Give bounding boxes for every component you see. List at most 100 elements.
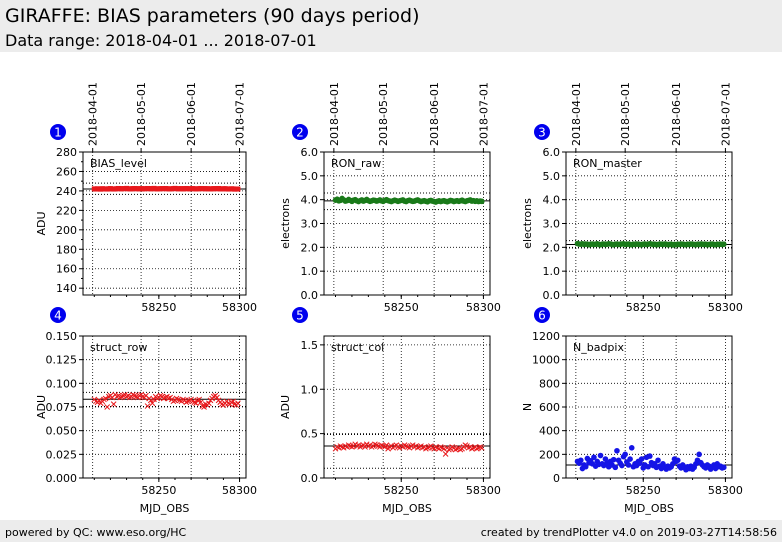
data-point — [378, 442, 385, 449]
x-tick-label: 58250 — [384, 301, 419, 314]
panel-number-badge — [50, 307, 66, 323]
data-point — [419, 444, 426, 451]
data-point — [720, 241, 727, 248]
data-point — [720, 464, 727, 471]
panel-parameter-label: RON_raw — [331, 157, 381, 170]
data-point — [104, 404, 111, 410]
panel-number-badge — [534, 307, 550, 323]
data-point — [201, 404, 207, 410]
data-point — [235, 186, 241, 192]
data-point — [441, 445, 447, 452]
data-point — [147, 397, 154, 404]
date-tick-label: 2018-05-01 — [377, 82, 390, 146]
data-point — [149, 400, 156, 407]
panel-number-label: 3 — [538, 126, 546, 140]
y-tick-label: 1.0 — [301, 383, 319, 396]
y-axis-label: ADU — [279, 395, 292, 419]
x-tick-label: 58250 — [626, 484, 661, 497]
panel-parameter-label: struct_col — [331, 341, 384, 354]
data-point — [577, 457, 584, 464]
header-bar: GIRAFFE: BIAS parameters (90 days period… — [0, 0, 782, 52]
data-point — [426, 444, 433, 450]
data-point — [647, 453, 653, 459]
data-point — [354, 443, 360, 449]
y-tick-label: 0 — [553, 472, 560, 485]
chart-panel-4: 4 0.000 0.025 0.050 0.075 0.100 0.125 0.150 5825… — [35, 307, 257, 515]
data-point — [622, 451, 628, 458]
data-point — [655, 457, 661, 464]
data-point — [429, 444, 436, 451]
footer-created-by: created by trendPlotter v4.0 on 2019-03-… — [480, 526, 777, 539]
data-point — [437, 444, 444, 450]
y-tick-label: 0.150 — [46, 330, 78, 343]
chart-panel-5: 5 0.0 0.5 1.0 1.5 58250 58300 struct_col ADU MJD_… — [279, 307, 501, 515]
data-point — [423, 445, 429, 452]
data-point — [151, 396, 157, 403]
data-point — [196, 396, 203, 403]
data-point — [610, 456, 617, 463]
panel-parameter-label: BIAS_level — [90, 157, 147, 170]
y-tick-label: 1.5 — [301, 339, 319, 352]
data-point — [452, 446, 459, 453]
date-tick-label: 2018-04-01 — [87, 82, 100, 146]
date-tick-label: 2018-06-01 — [185, 82, 198, 146]
panel-number-badge — [534, 124, 550, 140]
data-point — [696, 451, 702, 458]
panel-parameter-label: RON_master — [573, 157, 642, 170]
x-tick-label: 58250 — [141, 484, 176, 497]
y-tick-label: 280 — [56, 146, 77, 159]
data-point — [144, 403, 151, 409]
data-point — [197, 399, 204, 406]
data-point — [96, 397, 102, 404]
x-tick-label: 58300 — [222, 484, 257, 497]
data-point — [582, 463, 589, 470]
panel-number-badge — [50, 124, 66, 140]
y-tick-label: 0.5 — [301, 428, 319, 441]
page-subtitle: Data range: 2018-04-01 ... 2018-07-01 — [5, 31, 317, 50]
data-point — [465, 444, 472, 451]
y-tick-label: 220 — [56, 204, 77, 217]
data-point — [414, 444, 421, 451]
data-point — [627, 456, 633, 462]
chart-panel-6: 6 0 200 400 600 800 1000 1200 58250 58300 N_badpix… — [521, 307, 743, 515]
x-tick-label: 58300 — [466, 484, 501, 497]
data-point — [674, 457, 681, 464]
data-point — [645, 463, 651, 470]
data-point — [395, 444, 401, 450]
x-tick-label: 58250 — [141, 301, 176, 314]
panel-number-badge — [292, 307, 308, 323]
data-point — [628, 445, 635, 451]
chart-panel-3: 3 0.0 1.0 2.0 3.0 4.0 5.0 6.0 58250 58300 2018-04-… — [521, 82, 743, 314]
date-tick-label: 2018-06-01 — [670, 82, 683, 146]
data-point — [469, 445, 475, 452]
data-point — [391, 443, 398, 449]
y-tick-label: 260 — [56, 165, 77, 178]
y-tick-label: 1.0 — [543, 265, 561, 278]
y-tick-label: 1.0 — [301, 265, 319, 278]
data-point — [337, 443, 344, 449]
y-axis-label: electrons — [279, 198, 292, 249]
y-tick-label: 0.0 — [301, 289, 319, 302]
data-point — [102, 395, 109, 402]
data-point — [362, 444, 368, 450]
y-tick-label: 4.0 — [301, 194, 319, 207]
data-point — [383, 442, 390, 449]
x-axis-label: MJD_OBS — [382, 502, 432, 515]
x-tick-label: 58250 — [626, 301, 661, 314]
y-tick-label: 0.125 — [46, 354, 78, 367]
y-tick-label: 0.100 — [46, 377, 78, 390]
data-point — [398, 443, 405, 449]
data-point — [454, 445, 460, 452]
panel-parameter-label: struct_row — [90, 341, 147, 354]
data-point — [424, 444, 431, 451]
data-point — [365, 443, 372, 449]
data-point — [110, 401, 117, 408]
date-tick-label: 2018-05-01 — [135, 82, 148, 146]
data-point — [478, 198, 485, 205]
y-tick-label: 2.0 — [301, 241, 319, 254]
x-tick-label: 58250 — [384, 484, 419, 497]
y-tick-label: 0.050 — [46, 425, 78, 438]
panel-parameter-label: N_badpix — [573, 341, 624, 354]
data-point — [206, 400, 212, 407]
data-point — [375, 443, 382, 449]
